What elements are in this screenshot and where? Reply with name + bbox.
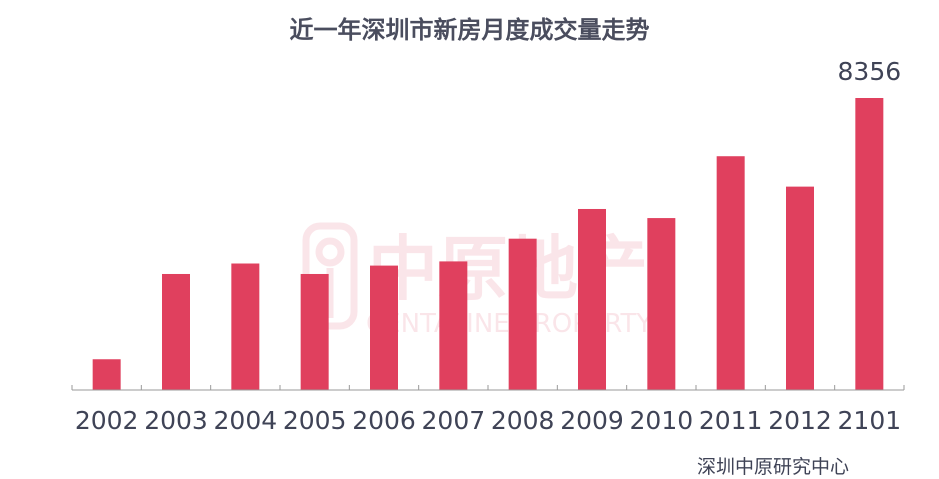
bar-2007 xyxy=(439,261,468,390)
bar-2010 xyxy=(647,218,676,390)
x-tick-label: 2004 xyxy=(214,406,278,435)
x-tick-label: 2008 xyxy=(491,406,555,435)
x-tick-label: 2012 xyxy=(768,406,832,435)
bar-2006 xyxy=(370,265,398,390)
chart-title: 近一年深圳市新房月度成交量走势 xyxy=(289,16,650,44)
x-tick-label: 2009 xyxy=(560,406,624,435)
bar-2012 xyxy=(786,186,814,390)
bar-2002 xyxy=(92,359,121,390)
bar-2004 xyxy=(231,263,260,390)
x-tick-label: 2006 xyxy=(352,406,416,435)
x-tick-label: 2101 xyxy=(838,406,902,435)
bar-2101 xyxy=(855,98,884,390)
x-axis xyxy=(71,385,905,391)
bar-2008 xyxy=(508,238,537,390)
bar-2005 xyxy=(300,273,329,390)
source-note: 深圳中原研究中心 xyxy=(697,456,850,478)
bars-group xyxy=(92,98,884,390)
labels-group: 2002 2003 2004 2005 2006 2007 2008 2009 2010 2011… xyxy=(75,57,901,435)
x-tick-label: 2007 xyxy=(422,406,486,435)
x-tick-label: 2003 xyxy=(144,406,208,435)
x-tick-label: 2002 xyxy=(75,406,139,435)
bar-2011 xyxy=(716,156,745,390)
bar-2009 xyxy=(578,208,606,390)
x-tick-label: 2010 xyxy=(630,406,694,435)
data-label: 8356 xyxy=(838,57,902,86)
bar-2003 xyxy=(162,273,190,390)
x-tick-label: 2005 xyxy=(283,406,347,435)
x-tick-label: 2011 xyxy=(699,406,763,435)
